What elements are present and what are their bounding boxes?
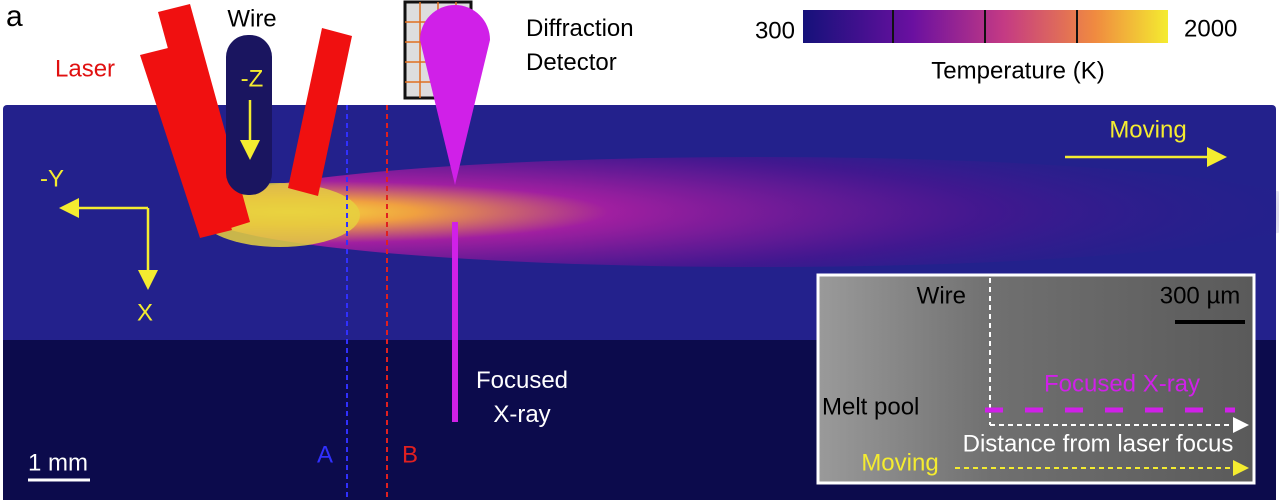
xray-label: Focused X-ray <box>476 367 568 428</box>
colorbar-label: Temperature (K) <box>931 57 1104 84</box>
inset-wire: Wire <box>917 282 966 309</box>
inset-scale-bar <box>1175 320 1245 324</box>
z-axis-label: -Z <box>241 65 264 92</box>
inset-scale-label: 300 µm <box>1160 282 1241 309</box>
colorbar-max: 2000 <box>1184 15 1237 42</box>
laser-beam <box>140 47 232 238</box>
laser-label: Laser <box>55 55 115 82</box>
detector-label: Diffraction Detector <box>526 15 634 76</box>
colorbar-min: 300 <box>755 17 795 44</box>
laser-beam <box>288 28 352 196</box>
line-a-label: A <box>317 441 333 468</box>
inset <box>816 273 1256 485</box>
inset-melt-pool: Melt pool <box>822 393 919 420</box>
diffraction-beam <box>420 5 490 185</box>
moving-label: Moving <box>1109 116 1186 143</box>
heat-plume <box>200 157 1279 267</box>
inset-moving: Moving <box>861 449 938 476</box>
axes <box>59 100 1227 290</box>
colorbar-ticks <box>892 10 1078 43</box>
x-axis-label: X <box>137 299 153 326</box>
inset-xray-label: Focused X-ray <box>1044 370 1200 397</box>
y-axis-label: -Y <box>40 165 64 192</box>
inset-distance: Distance from laser focus <box>963 430 1234 457</box>
line-b-label: B <box>402 441 418 468</box>
panel-label: a <box>6 0 23 33</box>
wire-label: Wire <box>227 5 276 32</box>
scale-bar-label: 1 mm <box>28 449 88 476</box>
xray-beam <box>452 222 458 422</box>
